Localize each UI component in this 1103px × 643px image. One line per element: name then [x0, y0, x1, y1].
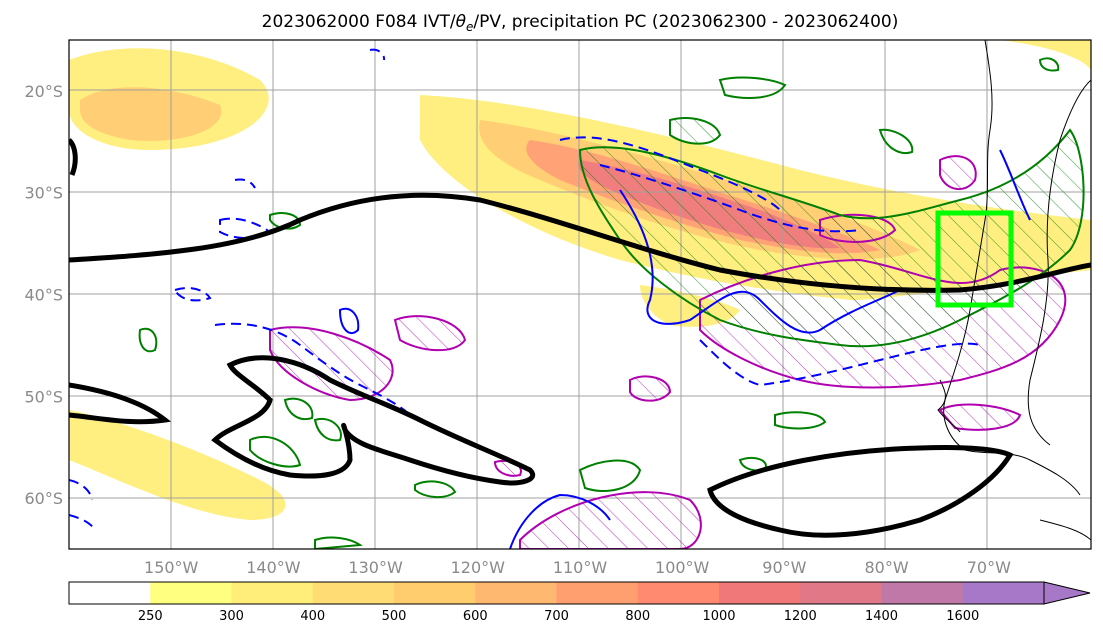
colorbar-segment	[962, 582, 1045, 604]
colorbar-tick-label: 1400	[865, 609, 898, 624]
lat-tick-label: 20°S	[24, 82, 63, 101]
lon-tick-label: 90°W	[762, 558, 806, 577]
colorbar-segment	[394, 582, 476, 604]
lon-tick-label: 140°W	[246, 558, 301, 577]
colorbar-segment	[719, 582, 801, 604]
latitude-labels: 20°S 30°S 40°S 50°S 60°S	[24, 82, 63, 508]
lon-tick-label: 130°W	[348, 558, 403, 577]
colorbar-segment	[312, 582, 395, 604]
colorbar-tick-label: 250	[138, 609, 163, 624]
lon-tick-label: 150°W	[144, 558, 199, 577]
lon-tick-label: 70°W	[967, 558, 1011, 577]
colorbar-tick-label: 400	[300, 609, 325, 624]
colorbar-tick-label: 1200	[784, 609, 817, 624]
figure-title: 2023062000 F084 IVT/θe/PV, precipitation…	[262, 12, 899, 34]
lat-tick-label: 60°S	[24, 489, 63, 508]
lon-tick-label: 110°W	[553, 558, 608, 577]
graticule	[69, 40, 1091, 549]
colorbar-segment	[881, 582, 964, 604]
lat-tick-label: 40°S	[24, 286, 63, 305]
colorbar-tick-label: 1600	[946, 609, 979, 624]
colorbar-tick-label: 500	[382, 609, 407, 624]
colorbar-extend-arrow	[1043, 581, 1091, 605]
colorbar-tick-label: 700	[544, 609, 569, 624]
pv-contours	[69, 138, 1091, 538]
colorbar-segment	[800, 582, 882, 604]
map-frame	[68, 39, 1092, 550]
lon-tick-label: 100°W	[655, 558, 710, 577]
coastlines	[937, 40, 1091, 541]
lat-tick-label: 50°S	[24, 387, 63, 406]
colorbar-segment	[69, 582, 151, 604]
lon-tick-label: 120°W	[451, 558, 506, 577]
colorbar-segment	[637, 582, 720, 604]
theta-e-contours	[69, 48, 1031, 549]
colorbar-tick-label: 300	[219, 609, 244, 624]
target-region-box	[935, 210, 1014, 308]
longitude-labels: 150°W 140°W 130°W 120°W 110°W 100°W 90°W 80°W 70…	[144, 558, 1011, 577]
ivt-colorbar: 250 300 400 500 600 700 800 1000 1200 1400 1600	[68, 581, 1091, 624]
map-panel	[68, 39, 1092, 550]
colorbar-segment	[150, 582, 232, 604]
colorbar-segment	[556, 582, 639, 604]
colorbar-frame	[68, 581, 1045, 605]
colorbar-tick-label: 1000	[702, 609, 735, 624]
colorbar-tick-label: 600	[463, 609, 488, 624]
colorbar-tick-label: 800	[625, 609, 650, 624]
colorbar-segment	[231, 582, 314, 604]
colorbar-segment	[475, 582, 557, 604]
lon-tick-label: 80°W	[865, 558, 909, 577]
lat-tick-label: 30°S	[24, 184, 63, 203]
